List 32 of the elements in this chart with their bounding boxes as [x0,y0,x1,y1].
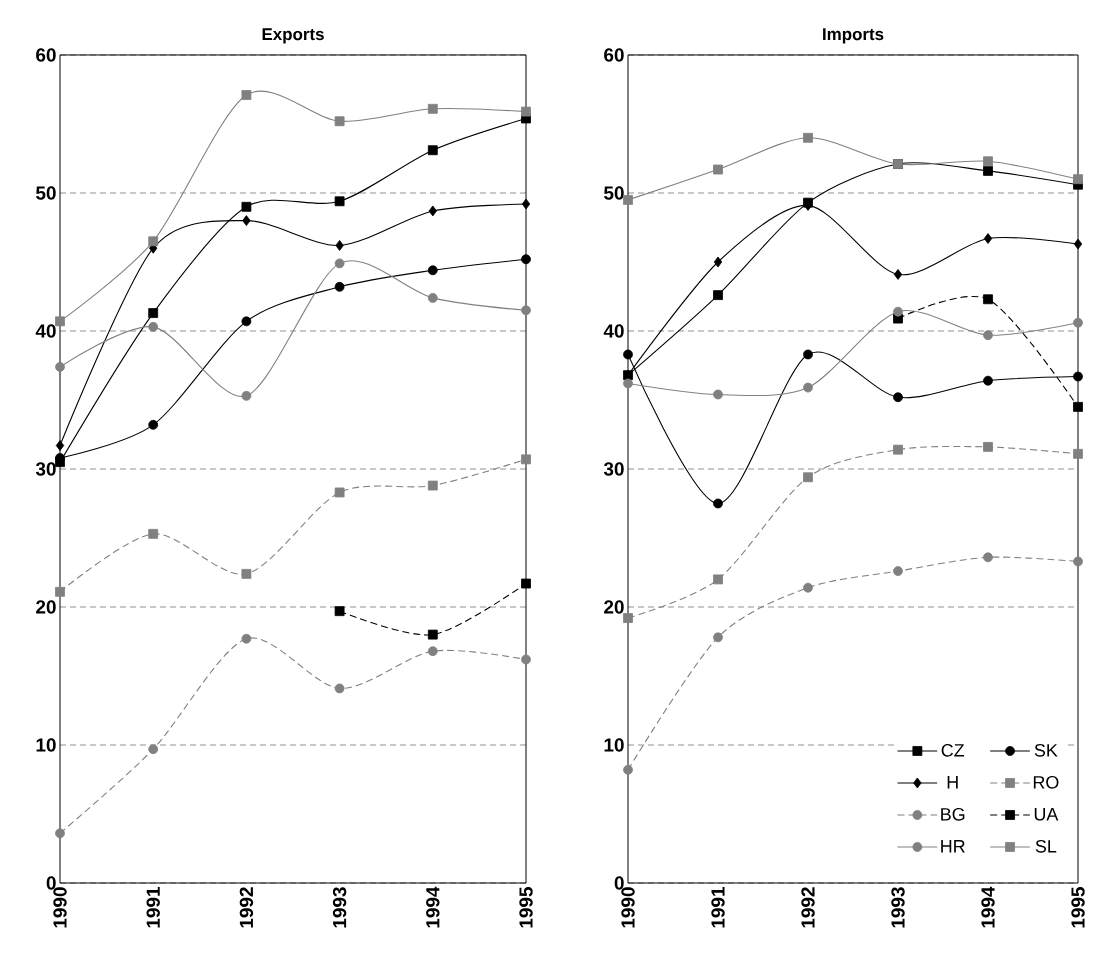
y-tick-label: 50 [604,186,624,200]
y-tick-label: 20 [604,600,624,614]
legend-label: HR [941,840,965,853]
x-tick-label: 1994 [981,886,995,928]
x-tick-label: 1995 [519,887,533,928]
y-tick-label: 20 [36,600,56,614]
y-tick-label: 30 [35,462,56,476]
x-tick-label: 1994 [426,886,440,928]
y-tick-label: 40 [35,324,56,338]
x-tick-label: 1995 [1071,887,1085,928]
legend-label: BG [941,807,965,821]
legend-label: SL [1035,839,1057,853]
x-tick-label: 1992 [801,887,815,928]
legend-label: UA [1034,808,1059,821]
legend-label: RO [1033,775,1059,789]
x-tick-label: 1992 [239,887,254,928]
y-tick-label: 50 [36,186,56,200]
y-tick-label: 30 [603,462,624,476]
x-tick-label: 1993 [891,887,905,928]
legend-label: SK [1034,743,1058,757]
y-tick-label: 10 [36,738,56,752]
legend-label: CZ [941,743,965,757]
y-tick-label: 60 [604,48,624,62]
y-tick-label: 10 [604,738,624,752]
legend-label: H [947,776,958,789]
x-tick-label: 1993 [332,887,347,928]
chart-title: Exports [262,28,324,44]
y-tick-label: 60 [36,48,56,62]
x-tick-label: 1991 [711,887,725,928]
y-tick-label: 40 [603,324,624,338]
chart-title: Imports [823,28,884,44]
x-tick-label: 1991 [146,887,160,928]
